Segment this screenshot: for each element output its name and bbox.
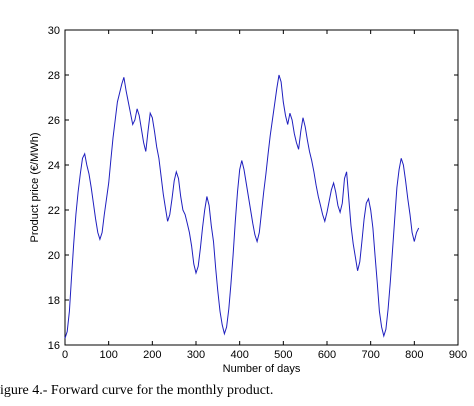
plot-area-frame	[64, 29, 459, 346]
figure-caption: igure 4.- Forward curve for the monthly …	[0, 383, 274, 398]
y-tick-label: 16	[48, 340, 60, 352]
x-tick-label: 100	[99, 349, 117, 361]
x-tick-label: 200	[143, 349, 161, 361]
series-line	[64, 74, 420, 339]
y-tick-label: 18	[48, 295, 60, 307]
y-tick-label: 22	[48, 205, 60, 217]
x-tick-label: 600	[318, 349, 336, 361]
y-tick-label: 20	[48, 250, 60, 262]
x-axis-label: Number of days	[223, 363, 301, 375]
x-tick-label: 400	[230, 349, 248, 361]
axis-ticks: 0 100 200 300 400 500 600 700 800 900 16 18 20 22 24 26…	[48, 25, 467, 361]
x-tick-label: 800	[405, 349, 423, 361]
y-tick-label: 24	[48, 160, 60, 172]
x-tick-label: 0	[62, 349, 68, 361]
x-tick-label: 700	[361, 349, 379, 361]
x-tick-label: 500	[274, 349, 292, 361]
y-tick-label: 26	[48, 115, 60, 127]
y-tick-label: 28	[48, 70, 60, 82]
y-axis-label: Product price (€/MWh)	[29, 132, 41, 242]
x-tick-label: 300	[187, 349, 205, 361]
y-tick-label: 30	[48, 25, 60, 37]
x-tick-label: 900	[449, 349, 467, 361]
